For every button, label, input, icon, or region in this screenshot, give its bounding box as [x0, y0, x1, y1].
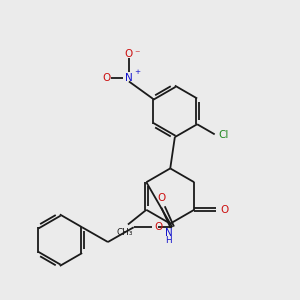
Text: ⁻: ⁻	[134, 49, 140, 59]
Text: N: N	[164, 228, 172, 238]
Text: O: O	[154, 222, 163, 232]
Text: +: +	[134, 69, 140, 75]
Text: O: O	[125, 49, 133, 59]
Text: O: O	[220, 205, 228, 215]
Text: H: H	[165, 236, 172, 244]
Text: O: O	[157, 194, 165, 203]
Text: Cl: Cl	[218, 130, 229, 140]
Text: CH₃: CH₃	[117, 228, 134, 237]
Text: N: N	[125, 73, 133, 83]
Text: O: O	[103, 73, 111, 83]
